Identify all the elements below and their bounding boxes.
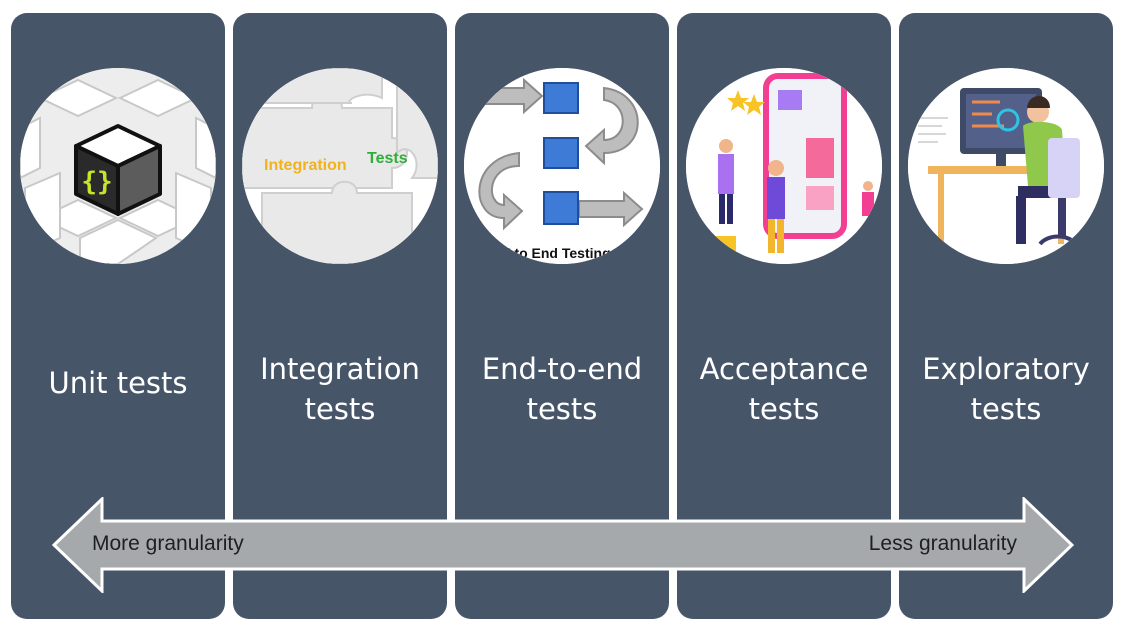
acceptance-tests-label: Acceptance tests	[699, 352, 869, 426]
unit-tests-label: Unit tests	[48, 366, 188, 400]
column-unit-tests: {} Unit tests	[11, 13, 225, 619]
integration-word: Integration	[264, 157, 347, 174]
flow-arrows-illustration: d to End Testing	[464, 68, 660, 264]
column-exploratory-tests: Exploratory tests	[899, 13, 1113, 619]
developer-at-desk-illustration	[908, 68, 1104, 264]
exploratory-tests-label: Exploratory tests	[922, 352, 1090, 426]
integration-tests-label: Integration tests	[260, 352, 420, 426]
column-end-to-end-tests: d to End Testing End-to-end tests	[455, 13, 669, 619]
more-granularity-label: More granularity	[92, 532, 244, 555]
end-to-end-tests-label: End-to-end tests	[481, 352, 643, 426]
column-integration-tests: Integration Tests Integration tests	[233, 13, 447, 619]
puzzle-pieces-illustration: Integration Tests	[242, 68, 438, 264]
column-acceptance-tests: Acceptance tests	[677, 13, 891, 619]
svg-text:{}: {}	[81, 167, 112, 197]
granularity-double-arrow	[52, 497, 1074, 593]
phone-rating-illustration	[686, 68, 882, 264]
less-granularity-label: Less granularity	[868, 532, 1017, 555]
end-to-end-caption: d to End Testing	[502, 245, 611, 261]
cube-braces-icon: {}	[20, 68, 216, 264]
tests-word: Tests	[367, 150, 408, 167]
